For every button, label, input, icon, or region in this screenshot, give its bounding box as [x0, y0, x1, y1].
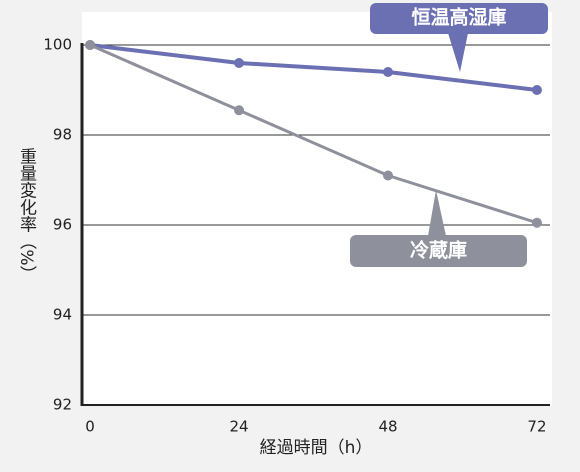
- point: [234, 58, 245, 68]
- point: [383, 67, 393, 77]
- y-tick-label: 96: [53, 216, 72, 234]
- y-tick-label: 98: [53, 126, 72, 144]
- point: [234, 105, 245, 116]
- y-tick-label: 92: [53, 396, 72, 414]
- x-tick-label: 48: [378, 418, 397, 436]
- y-tick-label: 100: [43, 36, 72, 54]
- callout-box: [370, 3, 548, 34]
- x-axis-label: 経過時間（h）: [260, 438, 373, 458]
- callout-pointer: [448, 33, 468, 72]
- legend-label: 恒温高湿庫: [411, 6, 506, 29]
- callout-pointer: [428, 190, 446, 236]
- x-tick-label: 72: [527, 418, 546, 436]
- x-tick-label: 24: [229, 418, 248, 436]
- series-line: [89, 43, 538, 225]
- plot-bg: [82, 12, 552, 405]
- x-tick-label: 0: [85, 418, 95, 436]
- y-tick-label: 94: [53, 306, 72, 324]
- point: [85, 40, 96, 50]
- series-line: [89, 43, 538, 92]
- legend-label: 冷蔵庫: [410, 239, 467, 262]
- point: [531, 217, 542, 228]
- point: [531, 85, 542, 95]
- y-axis-label: 重量変化率（%）: [16, 147, 37, 282]
- point: [383, 170, 393, 181]
- callout-box: [350, 235, 527, 267]
